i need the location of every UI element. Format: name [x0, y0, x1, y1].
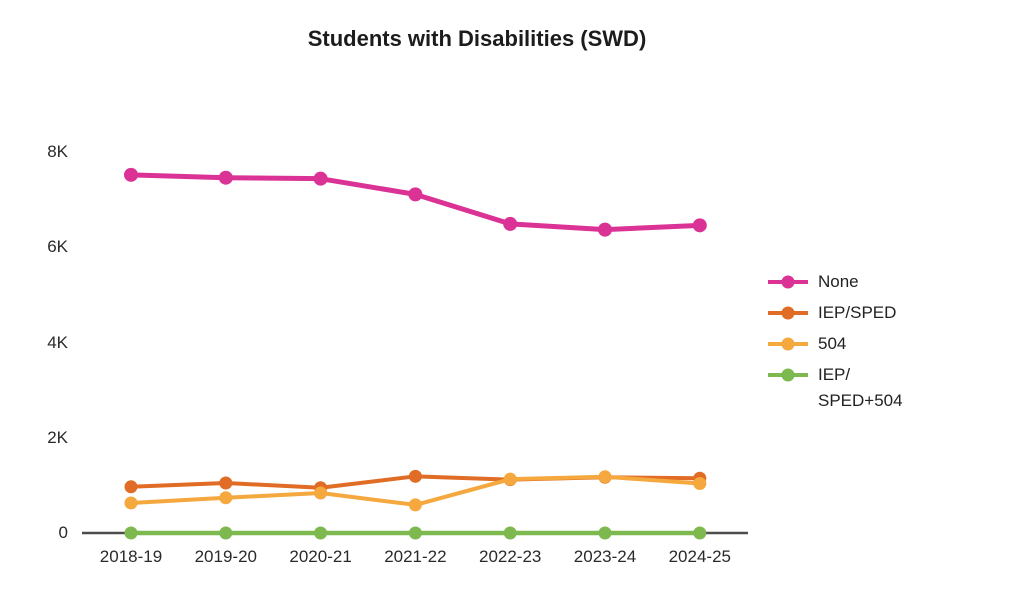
y-tick-label: 0	[58, 523, 68, 542]
data-point-none-2021-22[interactable]	[408, 187, 423, 202]
data-point-iep-sped-504-2024-25[interactable]	[693, 526, 707, 540]
legend-label: 504	[818, 334, 847, 353]
legend-marker-none-icon	[768, 275, 808, 289]
legend: None IEP/SPED 504 IEP/ SPED+504	[768, 269, 903, 414]
x-tick-label: 2020-21	[289, 547, 352, 566]
x-tick-label: 2018-19	[99, 547, 163, 566]
y-tick-label: 6K	[47, 237, 68, 257]
data-point-none-2020-21[interactable]	[313, 171, 328, 186]
data-point-none-2022-23[interactable]	[503, 216, 518, 231]
x-tick-label: 2022-23	[478, 547, 542, 566]
data-point-504-2022-23[interactable]	[503, 472, 517, 486]
x-tick-label: 2024-25	[668, 547, 731, 566]
legend-item-iep-sped[interactable]: IEP/SPED	[768, 300, 903, 326]
data-point-none-2024-25[interactable]	[692, 218, 707, 233]
data-point-504-2021-22[interactable]	[408, 498, 422, 512]
data-point-iep-sped-504-2021-22[interactable]	[408, 526, 422, 540]
legend-item-iep-sped-504[interactable]: IEP/ SPED+504	[768, 362, 903, 414]
data-point-504-2018-19[interactable]	[124, 496, 138, 510]
legend-marker-iep-sped-icon	[768, 306, 808, 320]
data-point-none-2018-19[interactable]	[124, 167, 138, 182]
data-point-iep-sped-504-2019-20[interactable]	[219, 526, 233, 540]
x-tick-label: 2021-22	[384, 547, 447, 566]
legend-item-504[interactable]: 504	[768, 331, 903, 357]
data-point-iep-sped-504-2022-23[interactable]	[503, 526, 517, 540]
y-tick-label: 4K	[47, 332, 68, 352]
data-point-504-2019-20[interactable]	[219, 491, 233, 505]
chart-title: Students with Disabilities (SWD)	[307, 26, 647, 51]
data-point-iep-sped-2021-22[interactable]	[408, 469, 422, 483]
data-point-none-2023-24[interactable]	[598, 222, 612, 237]
x-tick-label: 2023-24	[573, 547, 637, 566]
data-point-iep-sped-504-2023-24[interactable]	[598, 526, 612, 540]
data-point-504-2024-25[interactable]	[693, 476, 707, 490]
legend-item-none[interactable]: None	[768, 269, 903, 295]
series-line-none	[128, 172, 703, 233]
y-tick-label: 8K	[47, 142, 68, 161]
legend-marker-iep-sped-504-icon	[768, 368, 808, 382]
data-point-iep-sped-504-2020-21[interactable]	[314, 526, 328, 540]
legend-label: None	[818, 272, 859, 291]
legend-label: IEP/ SPED+504	[818, 365, 903, 410]
data-point-504-2023-24[interactable]	[598, 470, 612, 484]
data-point-iep-sped-2019-20[interactable]	[219, 476, 233, 490]
x-tick-label: 2019-20	[194, 547, 257, 566]
legend-label: IEP/SPED	[818, 303, 897, 322]
data-point-iep-sped-504-2018-19[interactable]	[124, 526, 138, 540]
data-point-504-2020-21[interactable]	[314, 486, 328, 500]
y-tick-label: 2K	[47, 427, 68, 447]
legend-marker-504-icon	[768, 337, 808, 351]
data-point-iep-sped-2018-19[interactable]	[124, 480, 138, 494]
data-point-none-2019-20[interactable]	[218, 170, 233, 185]
